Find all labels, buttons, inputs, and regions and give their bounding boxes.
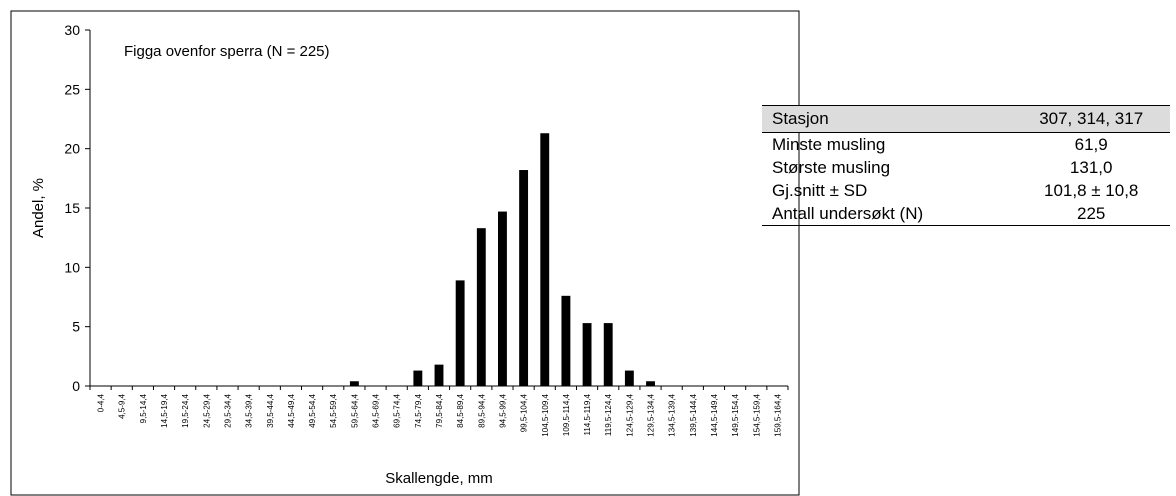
x-tick-label: 4,5-9,4 (118, 393, 127, 418)
stats-row-value: 225 (1012, 202, 1170, 226)
stats-row-value: 131,0 (1069, 158, 1113, 177)
x-tick-label: 39,5-44,4 (266, 393, 275, 427)
x-tick-label: 69,5-74,4 (393, 393, 402, 427)
x-tick-label: 89,5-94,4 (477, 393, 486, 427)
bar (582, 323, 592, 386)
bar (624, 370, 634, 386)
x-tick-label: 9,5-14,4 (139, 393, 148, 423)
stats-row-label: Minste musling (772, 135, 886, 154)
x-tick-label: 74,5-79,4 (414, 393, 423, 427)
bar (603, 323, 613, 386)
stats-row-mean: Gj.snitt ± SD 101,8 ± 10,8 (762, 179, 1170, 202)
stats-row-label: Antall undersøkt (N) (762, 202, 1013, 226)
bar (646, 381, 655, 386)
bar-chart: Figga ovenfor sperra (N = 225) Andel, % … (10, 10, 800, 496)
bar (540, 133, 550, 386)
stats-row-label: Største musling (772, 158, 891, 177)
x-tick-label: 134,5-139,4 (668, 393, 677, 436)
x-tick-label: 44,5-49,4 (287, 393, 296, 427)
y-tick-label: 10 (64, 259, 80, 275)
y-axis-label: Andel, % (30, 178, 47, 238)
x-tick-label: 119,5-124,4 (604, 393, 613, 436)
x-tick-label: 79,5-84,4 (435, 393, 444, 427)
y-tick-label: 0 (72, 378, 80, 394)
bar (519, 170, 529, 386)
stats-row-max: Største musling 131,0 (762, 156, 1170, 179)
x-tick-label: 84,5-89,4 (456, 393, 465, 427)
x-tick-label: 124,5-129,4 (625, 393, 634, 436)
bar (413, 370, 423, 386)
bar (349, 381, 359, 386)
chart-frame (10, 10, 800, 496)
stats-row-count: Antall undersøkt (N) 225 (762, 202, 1170, 226)
y-tick-label: 30 (64, 22, 80, 38)
x-tick-label: 144,5-149,4 (710, 393, 719, 436)
bar (498, 211, 507, 386)
x-tick-label: 104,5-109,4 (541, 393, 550, 436)
x-tick-label: 0-4,4 (97, 393, 106, 412)
stats-header-label: Stasjon (762, 105, 1013, 133)
bar (455, 280, 465, 386)
stats-row-min: Minste musling 61,9 (762, 133, 1170, 157)
x-tick-label: 94,5-99,4 (498, 393, 507, 427)
x-tick-label: 29,5-34,4 (223, 393, 232, 427)
x-tick-label: 34,5-39,4 (245, 393, 254, 427)
x-tick-label: 99,5-104,4 (520, 393, 529, 432)
y-tick-label: 15 (64, 200, 80, 216)
stats-table: Stasjon 307, 314, 317 Minste musling 61,… (762, 105, 1170, 226)
x-tick-label: 139,5-144,4 (689, 393, 698, 436)
bar (434, 364, 444, 386)
x-tick-label: 49,5-54,4 (308, 393, 317, 427)
x-tick-label: 109,5-114,4 (562, 393, 571, 436)
x-tick-label: 54,5-59,4 (329, 393, 338, 427)
stats-header-row: Stasjon 307, 314, 317 (762, 105, 1170, 133)
x-tick-label: 149,5-154,4 (731, 393, 740, 436)
y-tick-label: 25 (64, 81, 80, 97)
bar (561, 295, 571, 386)
x-tick-label: 159,5-164,4 (773, 393, 782, 436)
stats-row-value: 101,8 ± 10,8 (1043, 181, 1139, 200)
y-tick-label: 5 (72, 319, 80, 335)
stats-row-value: 61,9 (1074, 135, 1108, 154)
x-axis-label: Skallengde, mm (385, 470, 493, 487)
x-tick-label: 114,5-119,4 (583, 393, 592, 435)
x-tick-label: 64,5-69,4 (372, 393, 381, 427)
x-tick-label: 19,5-24,4 (181, 393, 190, 427)
x-tick-label: 24,5-29,4 (202, 393, 211, 427)
bar (476, 228, 486, 386)
chart-title: Figga ovenfor sperra (N = 225) (124, 43, 330, 60)
stats-header-value: 307, 314, 317 (1012, 105, 1170, 133)
x-tick-label: 59,5-64,4 (350, 393, 359, 427)
x-tick-label: 14,5-19,4 (160, 393, 169, 427)
x-tick-label: 129,5-134,4 (647, 393, 656, 436)
stats-row-label: Gj.snitt ± SD (772, 181, 868, 200)
y-tick-label: 20 (64, 141, 80, 157)
x-tick-label: 154,5-159,4 (752, 393, 761, 436)
